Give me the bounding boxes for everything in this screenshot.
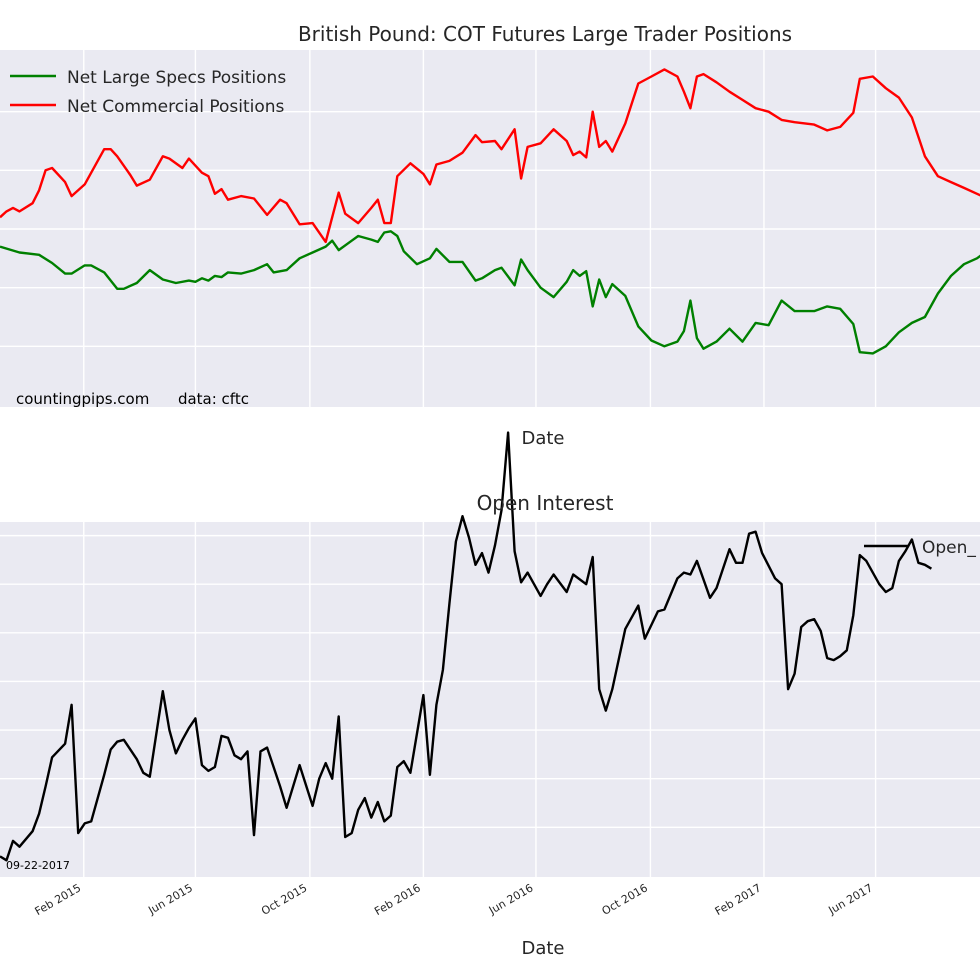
x-tick-label: Feb 2015 xyxy=(33,881,84,918)
positions-panel: British Pound: COT Futures Large Trader … xyxy=(0,22,980,449)
x-tick-label: Jun 2016 xyxy=(486,881,536,917)
report-date-note: 09-22-2017 xyxy=(6,859,70,872)
positions-grid xyxy=(0,50,980,407)
positions-source-note: countingpips.com data: cftc xyxy=(16,390,249,408)
legend-label-commercial: Net Commercial Positions xyxy=(67,97,285,117)
x-tick-label: Feb 2017 xyxy=(713,881,764,918)
x-tick-label: Oct 2016 xyxy=(600,881,650,918)
x-tick-label: Oct 2015 xyxy=(259,881,309,918)
series-line-commercial xyxy=(0,68,980,244)
open-interest-plot-area xyxy=(0,522,980,877)
x-tick-labels: Feb 2015 Jun 2015 Oct 2015 Feb 2016 Jun 2016… xyxy=(33,881,875,918)
x-tick-label: Feb 2016 xyxy=(372,881,423,918)
open-interest-chart-title: Open Interest xyxy=(477,491,614,515)
positions-x-axis-label: Date xyxy=(521,428,564,449)
open-interest-x-axis-label: Date xyxy=(521,938,564,959)
open-interest-series xyxy=(0,431,933,862)
x-tick-label: Jun 2015 xyxy=(145,881,195,917)
legend-label-open-interest: Open_ xyxy=(922,538,976,558)
open-interest-grid xyxy=(0,486,980,877)
positions-legend: Net Large Specs Positions Net Commercial… xyxy=(10,68,286,117)
series-line-large-specs xyxy=(0,230,980,355)
open-interest-legend: Open_ xyxy=(864,538,976,558)
legend-label-large-specs: Net Large Specs Positions xyxy=(67,68,286,88)
open-interest-panel: Open Interest Date 09-22-2017 Open_ Feb … xyxy=(0,431,980,959)
x-tick-label: Jun 2017 xyxy=(826,881,876,917)
series-line-open-interest xyxy=(0,431,933,862)
positions-chart-title: British Pound: COT Futures Large Trader … xyxy=(298,22,792,46)
positions-series xyxy=(0,68,980,355)
